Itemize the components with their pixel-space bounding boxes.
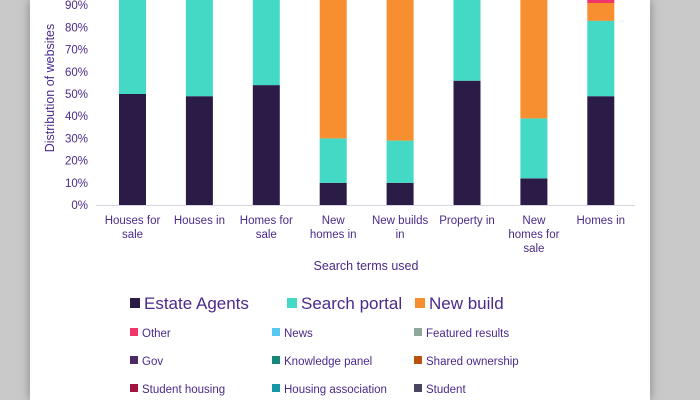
x-category-label: Homes in <box>577 215 626 227</box>
bar-segment-search-portal <box>386 140 414 183</box>
legend-label-news: News <box>284 328 313 340</box>
bar-segment-search-portal <box>587 20 615 97</box>
x-category-label: Houses in <box>174 215 225 227</box>
stacked-bar-chart: 0% 10% 20% 30% 40% 50% 60% 70% 80% 90% Houses for… <box>43 0 635 396</box>
x-axis-categories: Houses for sale Houses in Homes for sale New h… <box>105 215 625 255</box>
legend-label-student: Student <box>426 384 466 396</box>
bar-segment-estate-agents <box>587 96 615 205</box>
legend-swatch-housing-association <box>272 384 280 392</box>
x-axis-title: Search terms used <box>314 259 419 273</box>
legend-swatch-other <box>130 328 138 336</box>
x-category-label: New homes for sale <box>508 215 559 255</box>
legend-label-housing-association: Housing association <box>284 384 387 396</box>
bar-segment-search-portal <box>319 138 347 183</box>
bar-segment-search-portal <box>252 0 280 86</box>
legend-label-estate-agents: Estate Agents <box>144 294 249 313</box>
legend-label-gov: Gov <box>142 356 163 368</box>
legend-swatch-knowledge-panel <box>272 356 280 364</box>
chart-card: 0% 10% 20% 30% 40% 50% 60% 70% 80% 90% Houses for… <box>30 0 650 400</box>
bar-segment-search-portal <box>185 0 213 97</box>
legend-label-shared-ownership: Shared ownership <box>426 356 519 368</box>
y-tick-label: 90% <box>65 0 88 12</box>
bar-segment-estate-agents <box>520 178 548 205</box>
legend-swatch-shared-ownership <box>414 356 422 364</box>
legend-label-other: Other <box>142 328 171 340</box>
x-category-label: Homes for sale <box>240 215 293 241</box>
bar-segment-search-portal <box>119 0 146 94</box>
bar-segment-estate-agents <box>386 182 414 205</box>
legend-swatch-student <box>414 384 422 392</box>
legend-label-featured-results: Featured results <box>426 328 509 340</box>
x-category-label: New homes in <box>310 215 357 241</box>
legend-swatch-news <box>272 328 280 336</box>
x-category-label: Property in <box>439 215 495 227</box>
bar-segment-new-build <box>520 0 548 119</box>
y-tick-label: 70% <box>65 45 88 57</box>
bar-segment-search-portal <box>453 0 481 81</box>
legend-swatch-gov <box>130 356 138 364</box>
y-tick-label: 40% <box>65 111 88 123</box>
legend-label-new-build: New build <box>429 294 504 313</box>
legend-swatch-featured-results <box>414 328 422 336</box>
legend-swatch-estate-agents <box>130 298 140 308</box>
x-category-label: New builds in <box>372 215 428 241</box>
y-tick-label: 30% <box>65 133 88 145</box>
legend-label-student-housing: Student housing <box>142 384 225 396</box>
y-tick-label: 50% <box>65 89 88 101</box>
legend-label-search-portal: Search portal <box>301 294 402 313</box>
y-tick-label: 10% <box>65 178 88 190</box>
legend-swatch-search-portal <box>287 298 297 308</box>
legend-label-knowledge-panel: Knowledge panel <box>284 356 372 368</box>
bars-layer <box>119 0 615 205</box>
y-tick-label: 80% <box>65 22 88 34</box>
bar-segment-estate-agents <box>252 85 280 205</box>
bar-segment-new-build <box>587 3 615 21</box>
y-tick-label: 0% <box>71 200 88 212</box>
bar-segment-estate-agents <box>319 182 347 205</box>
bar-segment-new-build <box>386 0 414 141</box>
y-axis-title: Distribution of websites <box>43 24 57 153</box>
legend-swatch-new-build <box>415 298 425 308</box>
y-tick-label: 60% <box>65 67 88 79</box>
legend: Estate Agents Search portal New build Other… <box>130 294 519 396</box>
y-axis-ticks: 0% 10% 20% 30% 40% 50% 60% 70% 80% 90% <box>65 0 88 212</box>
bar-segment-search-portal <box>520 118 548 179</box>
x-category-label: Houses for sale <box>105 215 161 241</box>
bar-segment-estate-agents <box>185 96 213 205</box>
bar-segment-estate-agents <box>453 80 481 205</box>
bar-segment-estate-agents <box>119 94 146 205</box>
bar-segment-new-build <box>319 0 347 139</box>
bar-segment-other <box>587 0 615 3</box>
legend-swatch-student-housing <box>130 384 138 392</box>
y-tick-label: 20% <box>65 156 88 168</box>
